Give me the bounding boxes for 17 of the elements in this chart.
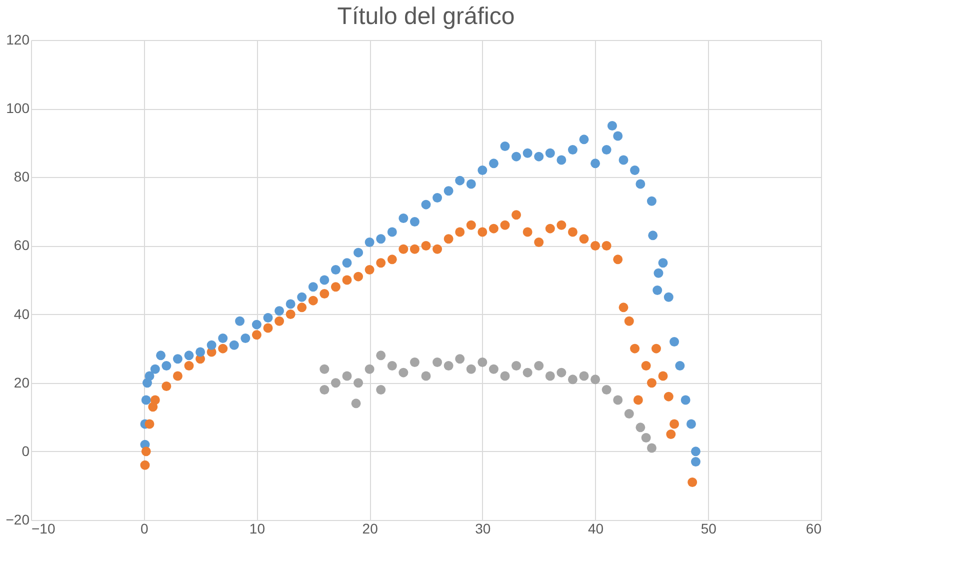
- x-tick-label: 30: [475, 520, 491, 536]
- chart-title: Título del gráfico: [337, 3, 515, 30]
- x-tick-label: 10: [249, 520, 266, 536]
- y-tick-label: 20: [14, 374, 30, 390]
- y-tick-label: 0: [22, 442, 30, 459]
- y-tick-label: 120: [6, 32, 30, 48]
- y-tick-label: 100: [6, 100, 30, 116]
- y-tick-label: 80: [14, 168, 30, 185]
- x-tick-label: 60: [806, 520, 822, 536]
- y-tick-label: 60: [14, 237, 30, 254]
- y-tick-label: −20: [6, 512, 30, 528]
- x-tick-label: 50: [700, 520, 717, 536]
- x-tick-label: 40: [588, 520, 604, 536]
- x-tick-label: −10: [32, 520, 56, 536]
- x-tick-label: 20: [362, 520, 378, 536]
- x-tick-label: 0: [140, 520, 148, 536]
- y-tick-label: 40: [14, 306, 30, 322]
